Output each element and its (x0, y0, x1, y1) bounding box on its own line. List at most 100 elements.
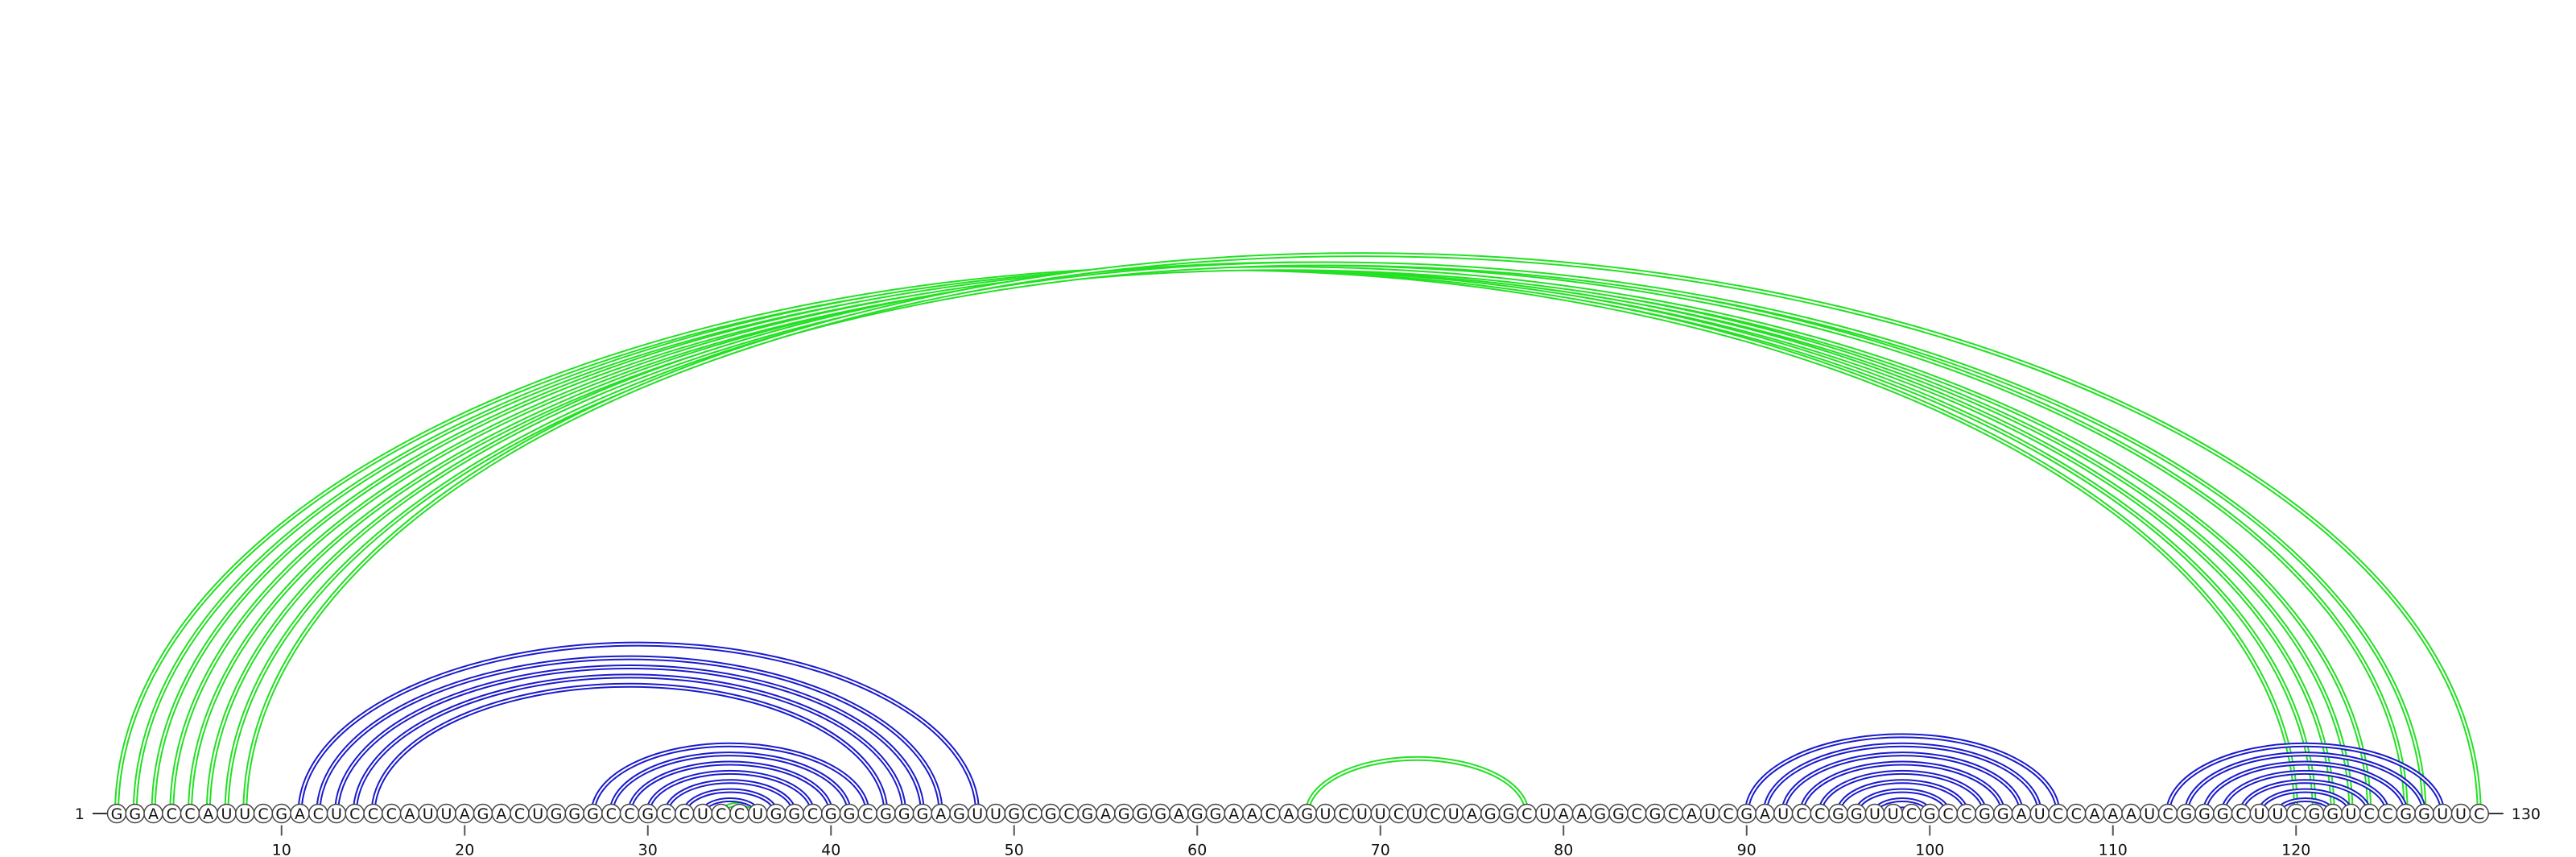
nucleotide-letter: C (2382, 805, 2392, 823)
nucleotide-letter: G (2217, 805, 2229, 823)
green-base-pair-arc (205, 261, 2409, 814)
blue-base-pair-arc (334, 664, 925, 814)
nucleotide-letter: G (2180, 805, 2192, 823)
nucleotide-letter: C (734, 805, 745, 823)
tick-label: 90 (1737, 842, 1757, 857)
nucleotide-letter: A (1284, 805, 1294, 823)
nucleotide-letter: A (2090, 805, 2100, 823)
nucleotide-letter: G (1154, 805, 1166, 823)
nucleotide-letter: C (1906, 805, 1917, 823)
nucleotide-letter: U (423, 805, 434, 823)
tick-label: 70 (1371, 842, 1390, 857)
nucleotide-letter: G (844, 805, 856, 823)
nucleotide-letter: C (807, 805, 818, 823)
nucleotide-letter: G (568, 805, 580, 823)
blue-base-pair-arc-inner (2258, 789, 2352, 814)
blue-base-pair-arc-inner (646, 771, 814, 814)
nucleotide-letter: U (2437, 805, 2448, 823)
nucleotide-letter: C (606, 805, 617, 823)
nucleotide-letter: G (953, 805, 965, 823)
blue-base-pair-arc-inner (317, 656, 942, 814)
nucleotide-letter: A (2017, 805, 2027, 823)
tick-label: 60 (1187, 842, 1207, 857)
nucleotide-letter: U (2455, 805, 2467, 823)
tick-label: 10 (272, 842, 291, 857)
nucleotide-letter: C (716, 805, 726, 823)
green-base-pair-arc (117, 268, 2296, 814)
nucleotide-letter: G (1594, 805, 1606, 823)
nucleotide-letter: A (1558, 805, 1569, 823)
nucleotide-letter: C (1430, 805, 1440, 823)
blue-base-pair-arc-inner (1764, 743, 2041, 814)
nucleotide-letter: C (184, 805, 195, 823)
nucleotide-letter: G (1832, 805, 1844, 823)
nucleotide-letter: U (1448, 805, 1459, 823)
nucleotide-letter: C (2364, 805, 2375, 823)
nucleotide-letter: C (1632, 805, 1642, 823)
nucleotide-letter: G (1740, 805, 1752, 823)
nucleotide-letter: C (1265, 805, 1276, 823)
nucleotide-letter: C (1393, 805, 1404, 823)
blue-base-pair-arc-inner (1745, 735, 2059, 814)
nucleotide-letter: G (1503, 805, 1515, 823)
green-base-pair-arc-inner (207, 263, 2407, 814)
nucleotide-letter: C (514, 805, 525, 823)
nucleotide-letter: U (2144, 805, 2155, 823)
nucleotide-letter: U (1869, 805, 1880, 823)
tick-label: 40 (821, 842, 840, 857)
nucleotide-letter: U (1888, 805, 1899, 823)
nucleotide-letter: G (1649, 805, 1662, 823)
blue-base-pair-arc-inner (336, 666, 923, 814)
green-base-pair-arc-inner (225, 263, 2425, 814)
green-base-pair-arc-inner (244, 254, 2480, 814)
nucleotide-letter: U (1540, 805, 1551, 823)
nucleotide-letter: C (661, 805, 671, 823)
nucleotide-letter: U (752, 805, 763, 823)
nucleotide-letter: A (2126, 805, 2136, 823)
blue-base-pair-arc-inner (353, 675, 906, 814)
blue-base-pair-arc-inner (2222, 771, 2388, 814)
green-base-pair-arc (190, 268, 2369, 814)
blue-base-pair-arc-inner (1782, 753, 2022, 814)
nucleotide-letter: U (1320, 805, 1331, 823)
nucleotide-letter: U (532, 805, 543, 823)
nucleotide-letter: C (1521, 805, 1532, 823)
nucleotide-letter: A (203, 805, 213, 823)
nucleotide-letter: C (862, 805, 873, 823)
green-base-pair-arc (224, 261, 2427, 814)
nucleotide-letter: U (1356, 805, 1368, 823)
blue-base-pair-arc-inner (299, 643, 979, 814)
nucleotide-letter: G (917, 805, 929, 823)
nucleotide-letter: C (167, 805, 177, 823)
green-base-pair-arc (154, 268, 2333, 814)
sequence-start-label: 1 (75, 805, 85, 823)
nucleotide-letter: C (1063, 805, 1074, 823)
nucleotide-letter: U (2273, 805, 2284, 823)
nucleotide-letter: G (788, 805, 800, 823)
base-pair-arcs (117, 252, 2482, 814)
green-base-pair-arc-inner (171, 268, 2351, 814)
nucleotide-letter: U (697, 805, 708, 823)
nucleotide-letter: A (1174, 805, 1184, 823)
nucleotide-letter: G (825, 805, 837, 823)
nucleotide-letter: G (587, 805, 599, 823)
tick-label: 120 (2281, 842, 2310, 857)
nucleotide-letter: C (2235, 805, 2246, 823)
nucleotide-letter: A (935, 805, 946, 823)
nucleotide-letter: C (2474, 805, 2484, 823)
nucleotide-letter: G (880, 805, 892, 823)
blue-base-pair-arc-inner (1837, 780, 1967, 814)
nucleotide-letter: U (441, 805, 452, 823)
nucleotide-letter: G (1137, 805, 1149, 823)
nucleotide-letter: A (1577, 805, 1587, 823)
blue-base-pair-arc-inner (1801, 762, 2004, 814)
position-axis: 10 20 30 40 50 60 70 80 90 100 110 120 (272, 825, 2310, 857)
nucleotide-letter: C (2162, 805, 2173, 823)
nucleotide-letter: A (295, 805, 305, 823)
nucleotide-letter: G (1301, 805, 1313, 823)
nucleotide-letter: U (1375, 805, 1386, 823)
nucleotide-letter: C (1027, 805, 1038, 823)
nucleotide-letter: C (368, 805, 378, 823)
nucleotide-letter: G (1008, 805, 1020, 823)
